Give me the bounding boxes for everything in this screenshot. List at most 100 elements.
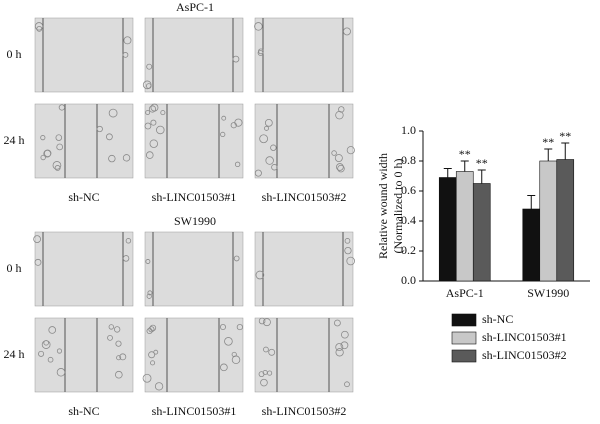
cell — [52, 161, 62, 170]
significance: ** — [459, 147, 471, 161]
micrograph — [254, 17, 354, 93]
column-label: sh-NC — [68, 190, 99, 204]
cell — [54, 165, 61, 171]
micrograph — [144, 103, 244, 179]
cell — [236, 323, 243, 331]
cell — [108, 154, 116, 163]
cell — [346, 256, 355, 266]
row-label: 24 h — [4, 347, 25, 361]
cell — [343, 27, 351, 36]
significance: ** — [542, 135, 554, 149]
row-label: 0 h — [7, 261, 22, 275]
micrograph — [144, 17, 244, 93]
cell — [254, 169, 262, 177]
cell — [33, 235, 41, 244]
cell — [108, 324, 114, 330]
significance: ** — [559, 129, 571, 143]
cell — [148, 326, 155, 333]
bar — [472, 183, 491, 282]
bar — [556, 159, 575, 282]
cell — [335, 348, 344, 357]
bar — [522, 208, 541, 282]
cell — [56, 368, 66, 377]
micrograph — [34, 317, 134, 393]
legend-label: sh-LINC01503#2 — [482, 348, 567, 362]
cell — [47, 356, 54, 363]
y-axis-label: Relative wound width(Normalized to 0 h) — [376, 153, 405, 259]
cell — [122, 255, 130, 262]
y-tick-label: 0.0 — [401, 273, 416, 287]
cell — [340, 341, 349, 350]
cell — [122, 154, 131, 162]
legend-label: sh-NC — [482, 312, 513, 326]
y-tick-label: 0.4 — [401, 213, 416, 227]
cell — [106, 133, 113, 141]
cell — [270, 144, 277, 151]
cell — [96, 125, 103, 133]
y-axis-label-line: (Normalized to 0 h) — [391, 159, 405, 254]
cell — [56, 348, 63, 354]
column-label: sh-LINC01503#1 — [152, 404, 237, 418]
cell — [40, 154, 46, 161]
cell — [334, 154, 343, 163]
cell — [38, 350, 45, 357]
cell — [268, 348, 276, 356]
cell — [116, 355, 122, 361]
y-axis-label-line: Relative wound width — [376, 153, 390, 259]
cell — [264, 125, 269, 131]
cell — [55, 134, 63, 141]
cell — [233, 255, 240, 262]
y-tick-label: 1.0 — [401, 123, 416, 137]
cell — [262, 318, 271, 327]
cell — [263, 346, 269, 353]
cell — [234, 161, 241, 168]
legend-swatch — [451, 349, 477, 363]
cell — [341, 330, 349, 339]
cell — [113, 326, 121, 333]
column-label: sh-LINC01503#2 — [262, 404, 347, 418]
cell — [144, 122, 152, 130]
significance: ** — [476, 156, 488, 170]
column-label: sh-LINC01503#1 — [152, 190, 237, 204]
cell — [146, 63, 153, 70]
column-label: sh-LINC01503#2 — [262, 190, 347, 204]
cell — [48, 326, 57, 334]
cell — [149, 139, 159, 148]
cell — [267, 370, 273, 376]
micrograph — [144, 231, 244, 307]
x-tick-label: SW1990 — [527, 286, 569, 300]
cell — [337, 164, 345, 173]
cell — [344, 381, 350, 388]
legend-label: sh-LINC01503#1 — [482, 330, 567, 344]
micrograph — [34, 231, 134, 307]
cell — [258, 317, 266, 325]
cell — [232, 55, 240, 63]
cell — [150, 360, 156, 366]
cell — [335, 343, 344, 352]
cell — [219, 323, 226, 331]
legend-swatch — [451, 331, 477, 345]
micrograph — [144, 317, 244, 393]
cell — [107, 334, 113, 341]
cell — [115, 370, 123, 379]
cell — [254, 22, 263, 31]
cell — [271, 164, 278, 171]
cell — [150, 103, 159, 112]
cell — [220, 363, 228, 372]
cell — [125, 238, 132, 244]
cell — [122, 52, 129, 58]
cell — [34, 258, 42, 266]
cell — [264, 118, 273, 127]
cell — [221, 115, 227, 121]
panel-title: SW1990 — [174, 214, 216, 228]
cell — [344, 246, 352, 255]
cell — [56, 143, 64, 151]
bar — [455, 171, 474, 282]
cell — [142, 373, 152, 383]
cell — [224, 337, 233, 346]
cell — [146, 293, 152, 299]
column-label: sh-NC — [68, 404, 99, 418]
y-tick-label: 0.2 — [401, 243, 416, 257]
cell — [119, 353, 127, 361]
